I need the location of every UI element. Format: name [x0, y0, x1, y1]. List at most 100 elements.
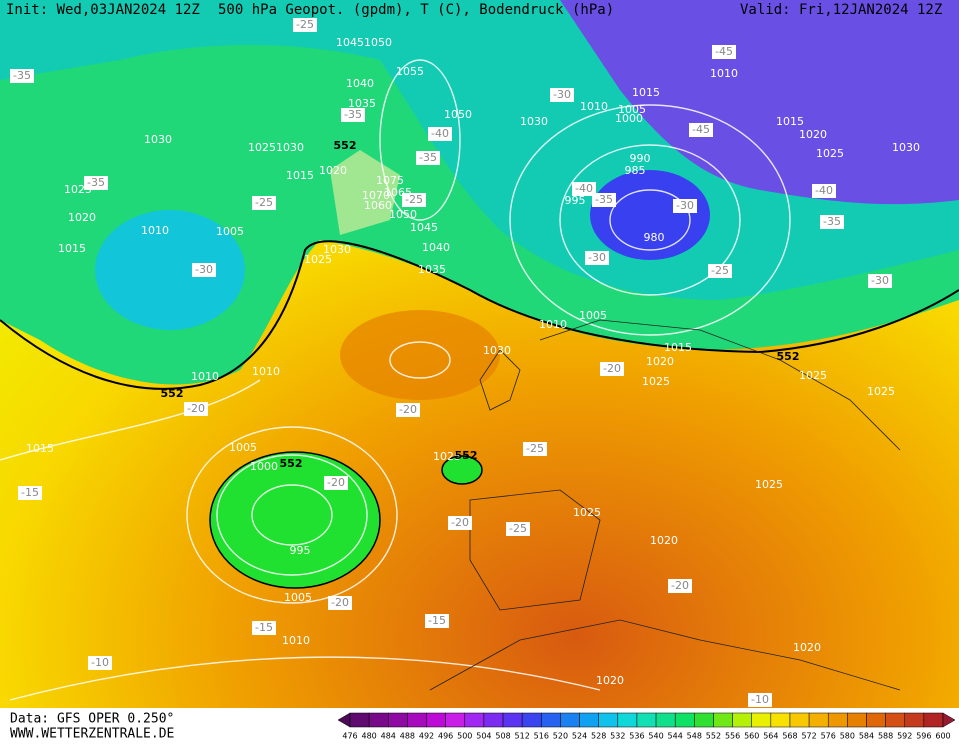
temperature-box — [293, 18, 317, 32]
scale-label: 504 — [476, 732, 491, 741]
isobar-label: 1000 — [615, 112, 643, 125]
scale-label: 600 — [935, 732, 950, 741]
isobar-label: 1040 — [346, 77, 374, 90]
temperature-label: -20 — [671, 579, 689, 592]
temperature-label: -45 — [715, 45, 733, 58]
isobar-label: 1020 — [650, 534, 678, 547]
scale-label: 532 — [610, 732, 625, 741]
temperature-box — [506, 522, 530, 536]
isobar-label: 1030 — [483, 344, 511, 357]
isobar-label: 1025 — [248, 141, 276, 154]
scale-cell — [655, 712, 676, 728]
temperature-label: -15 — [21, 486, 39, 499]
scale-label: 500 — [457, 732, 472, 741]
isobar-label: 1020 — [646, 355, 674, 368]
scale-label: 516 — [534, 732, 549, 741]
temperature-box — [748, 693, 772, 707]
isobar-label: 1035 — [348, 97, 376, 110]
isobar-label: 1000 — [250, 460, 278, 473]
temperature-box — [84, 176, 108, 190]
scale-cell — [560, 712, 580, 728]
cutoff-low — [209, 451, 381, 589]
low-core — [590, 170, 710, 260]
temperature-box — [88, 656, 112, 670]
temperature-label: -25 — [296, 18, 314, 31]
temperature-box — [600, 362, 624, 376]
isobar-label: 1020 — [68, 211, 96, 224]
scale-label: 576 — [821, 732, 836, 741]
temperature-box — [324, 476, 348, 490]
isobar-label: 990 — [630, 152, 651, 165]
temperature-label: -20 — [451, 516, 469, 529]
isobar-label: 1030 — [520, 115, 548, 128]
isobar-label: 1010 — [580, 100, 608, 113]
temperature-label: -30 — [588, 251, 606, 264]
scale-label: 512 — [515, 732, 530, 741]
scale-cell — [464, 712, 485, 728]
temperature-label: -35 — [344, 108, 362, 121]
scale-label: 560 — [744, 732, 759, 741]
temperature-label: -35 — [419, 151, 437, 164]
temperature-box — [10, 69, 34, 83]
temperature-box — [820, 215, 844, 229]
temperature-label: -25 — [711, 264, 729, 277]
temperature-box — [689, 123, 713, 137]
geopotential-label: 552 — [280, 457, 303, 470]
small-low — [441, 455, 483, 485]
temperature-label: -10 — [91, 656, 109, 669]
temperature-box — [572, 182, 596, 196]
scale-label: 544 — [668, 732, 683, 741]
scale-cell — [847, 712, 867, 728]
scale-cell — [636, 712, 657, 728]
temperature-box — [868, 274, 892, 288]
site: WWW.WETTERZENTRALE.DE — [10, 727, 174, 742]
temperature-label: -25 — [255, 196, 273, 209]
isobar-label: 1005 — [229, 441, 257, 454]
temperature-box — [416, 151, 440, 165]
scale-label: 492 — [419, 732, 434, 741]
scale-cell — [694, 712, 714, 728]
temperature-label: -25 — [526, 442, 544, 455]
isobar-label: 1030 — [323, 243, 351, 256]
temperature-box — [812, 184, 836, 198]
temperature-label: -10 — [751, 693, 769, 706]
552-line — [0, 240, 959, 390]
temperature-label: -30 — [871, 274, 889, 287]
isobar-label: 1025 — [799, 369, 827, 382]
temperature-label: -20 — [331, 596, 349, 609]
isobar-label: 1020 — [596, 674, 624, 687]
temperature-box — [592, 193, 616, 207]
map-title: 500 hPa Geopot. (gpdm), T (C), Bodendruc… — [218, 2, 614, 18]
temperature-box — [396, 403, 420, 417]
temperature-label: -40 — [815, 184, 833, 197]
scale-cell — [904, 712, 925, 728]
temperature-label: -35 — [13, 69, 31, 82]
isobar-label: 995 — [565, 194, 586, 207]
scale-label: 580 — [840, 732, 855, 741]
scale-label: 528 — [591, 732, 606, 741]
isobar-label: 1050 — [389, 208, 417, 221]
scale-label: 524 — [572, 732, 587, 741]
temperature-box — [550, 88, 574, 102]
isobar-label: 1015 — [26, 442, 54, 455]
scale-cell — [866, 712, 886, 728]
temperature-label: -15 — [255, 621, 273, 634]
temperature-label: -25 — [405, 193, 423, 206]
scale-label: 592 — [897, 732, 912, 741]
scale-label: 588 — [878, 732, 893, 741]
scale-cell — [923, 712, 944, 728]
temperature-box — [252, 196, 276, 210]
isobar-label: 1030 — [276, 141, 304, 154]
isobar-label: 1050 — [364, 36, 392, 49]
isobar-label: 980 — [644, 231, 665, 244]
temperature-label: -15 — [428, 614, 446, 627]
cold-core — [560, 0, 959, 205]
isobar-label: 1035 — [418, 263, 446, 276]
init-time: Init: Wed,03JAN2024 12Z — [6, 2, 200, 18]
valid-time: Valid: Fri,12JAN2024 12Z — [740, 2, 942, 18]
temperature-box — [673, 199, 697, 213]
scale-label: 556 — [725, 732, 740, 741]
geopotential-label: 552 — [455, 449, 478, 462]
scale-label: 480 — [361, 732, 376, 741]
